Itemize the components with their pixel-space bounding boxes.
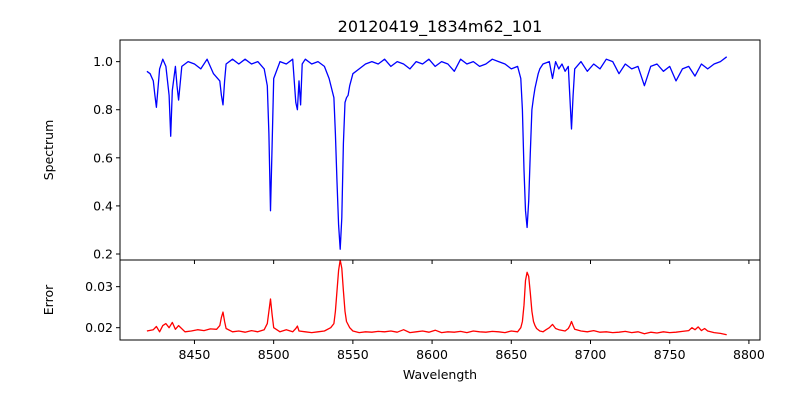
bottom-x-tick-label: 8500 [258, 347, 290, 362]
top-y-axis-label: Spectrum [41, 120, 56, 181]
bottom-x-tick-label: 8600 [416, 347, 448, 362]
bottom-x-tick-label: 8650 [495, 347, 527, 362]
bottom-x-tick-label: 8550 [337, 347, 369, 362]
bottom-series-line-0 [146, 259, 727, 336]
error-panel: 0.02 0.03 8450 8500 8550 8600 8650 8700 8750 8800… [41, 259, 765, 382]
top-y-tick-label: 0.2 [93, 246, 113, 261]
bottom-x-tick-label: 8750 [654, 347, 686, 362]
chart-title: 20120419_1834m62_101 [338, 17, 543, 37]
bottom-y-axis-label: Error [41, 284, 56, 315]
bottom-x-axis-label: Wavelength [403, 367, 477, 382]
bottom-axes-frame [119, 259, 761, 341]
bottom-x-tick-label: 8700 [575, 347, 607, 362]
top-y-tick-label: 0.8 [93, 102, 113, 117]
top-axes-frame [119, 39, 761, 261]
top-y-tick-label: 0.6 [93, 150, 113, 165]
spectrum-panel: 0.2 0.4 0.6 0.8 1.0 Spectrum [41, 39, 761, 264]
bottom-x-tick-label: 8800 [733, 347, 765, 362]
top-y-tick-label: 1.0 [93, 54, 113, 69]
bottom-x-tick-label: 8450 [179, 347, 211, 362]
bottom-y-tick-label: 0.02 [85, 320, 113, 335]
bottom-y-tick-label: 0.03 [85, 279, 113, 294]
top-y-tick-label: 0.4 [93, 198, 113, 213]
top-series-line-0 [146, 56, 728, 250]
